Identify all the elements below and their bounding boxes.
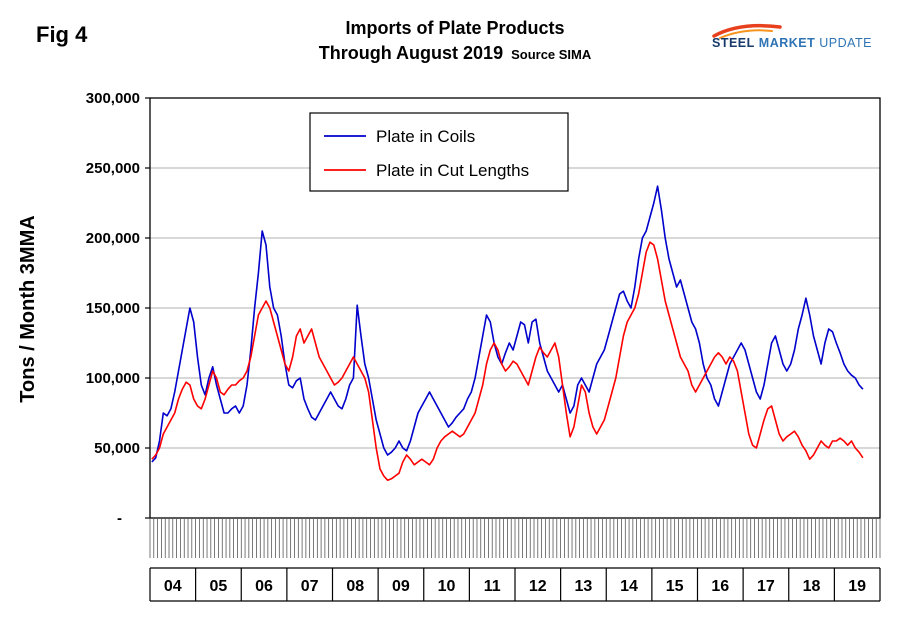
chart-title-line1: Imports of Plate Products	[345, 18, 565, 38]
y-tick-label: 250,000	[86, 160, 140, 177]
logo-text-update: UPDATE	[819, 36, 873, 50]
logo-text: STEEL MARKET UPDATE	[712, 36, 872, 50]
chart-title: Imports of Plate Products Through August…	[230, 18, 680, 64]
logo-text-steel: STEEL	[712, 36, 755, 50]
x-year-label: 12	[529, 578, 547, 595]
series-line-plate-in-coils	[151, 185, 864, 463]
x-year-label: 11	[484, 578, 501, 595]
series-line-plate-in-cut-lengths	[151, 241, 864, 482]
x-year-label: 19	[848, 578, 866, 595]
x-year-label: 17	[757, 578, 775, 595]
y-tick-label: 200,000	[86, 230, 140, 247]
x-year-label: 10	[438, 578, 456, 595]
figure-label: Fig 4	[36, 22, 88, 47]
chart-source-label: Source SIMA	[511, 47, 592, 62]
x-year-label: 08	[346, 578, 364, 595]
chart-title-line2-text: Through August 2019	[318, 43, 504, 63]
logo-swoosh-icon	[712, 23, 782, 39]
x-year-label: 13	[575, 578, 593, 595]
steel-market-update-logo: STEEL MARKET UPDATE	[710, 20, 872, 62]
y-tick-label: -	[117, 510, 122, 527]
x-year-label: 14	[620, 578, 638, 595]
legend-label: Plate in Cut Lengths	[376, 161, 529, 180]
x-year-label: 09	[392, 578, 410, 595]
chart-title-line2: Through August 2019 Source SIMA	[230, 43, 680, 64]
x-year-label: 06	[255, 578, 273, 595]
y-tick-label: 100,000	[86, 370, 140, 387]
y-tick-label: 300,000	[86, 90, 140, 107]
x-year-label: 16	[711, 578, 729, 595]
y-axis-title: Tons / Month 3MMA	[17, 215, 39, 403]
legend-label: Plate in Coils	[376, 127, 475, 146]
y-tick-label: 50,000	[94, 440, 140, 457]
x-year-label: 05	[210, 578, 228, 595]
y-tick-label: 150,000	[86, 300, 140, 317]
x-year-label: 04	[164, 578, 182, 595]
logo-text-market: MARKET	[758, 36, 816, 50]
legend-box	[309, 112, 569, 192]
x-year-label: 07	[301, 578, 319, 595]
x-year-label: 15	[666, 578, 684, 595]
x-year-label: 18	[803, 578, 821, 595]
